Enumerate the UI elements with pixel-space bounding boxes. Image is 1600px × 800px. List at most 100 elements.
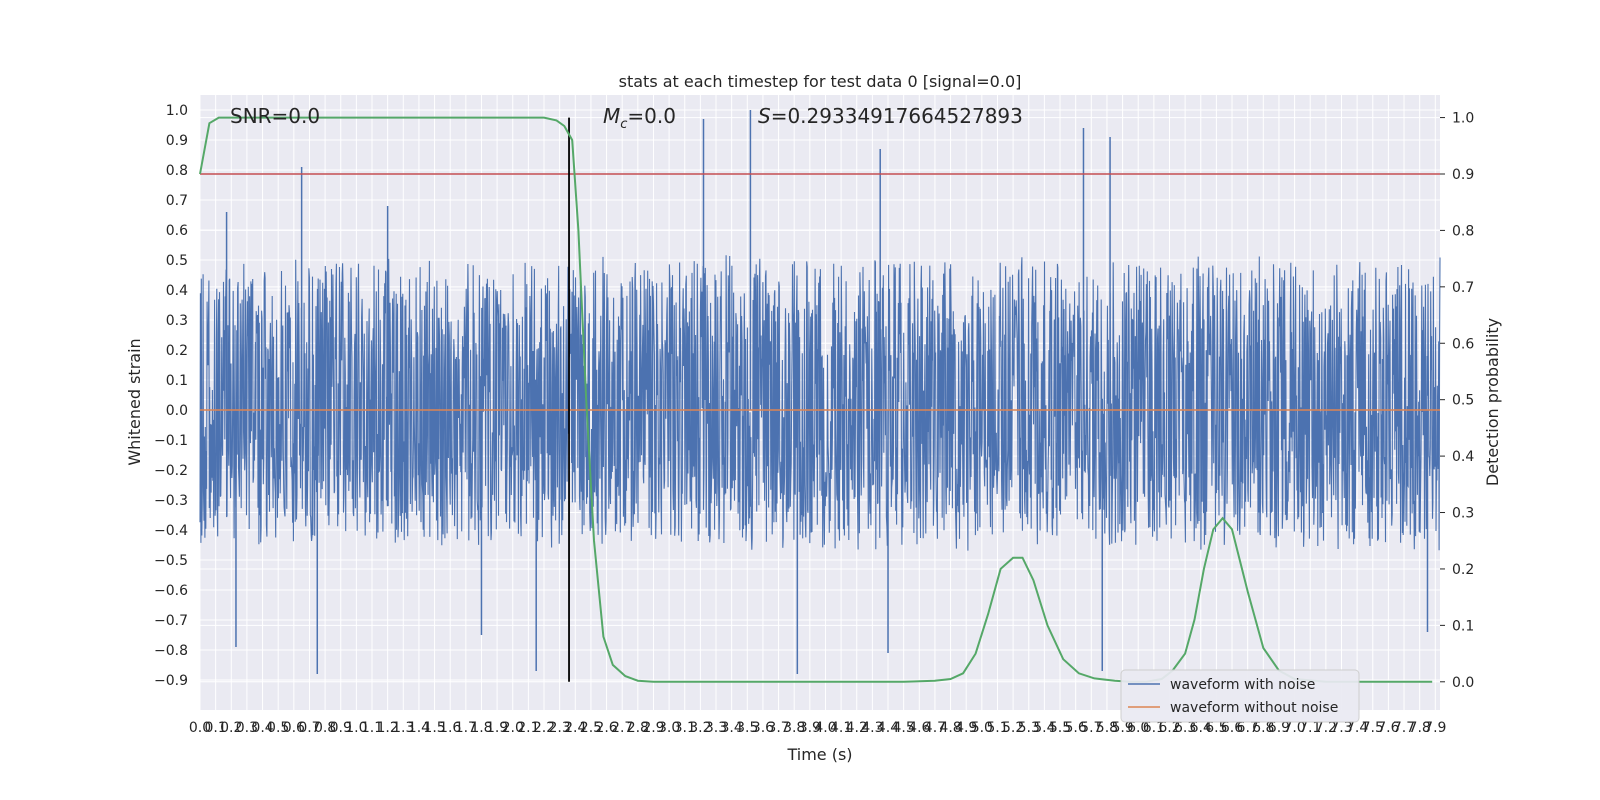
x-tick-label: 3.2	[689, 720, 711, 736]
y2-tick-label: 0.2	[1452, 562, 1474, 578]
y2-tick-label: 0.9	[1452, 167, 1474, 183]
x-tick-label: 6.9	[1268, 720, 1290, 736]
x-tick-label: 0.8	[314, 720, 336, 736]
y2-tick-label: 0.3	[1452, 506, 1474, 522]
x-tick-label: 7.9	[1424, 720, 1446, 736]
x-tick-label: 1.1	[361, 720, 383, 736]
y-axis-label: Whitened strain	[125, 338, 144, 465]
x-tick-label: 4.6	[908, 720, 930, 736]
legend-label-without-noise: waveform without noise	[1170, 700, 1338, 716]
x-tick-label: 0.5	[267, 720, 289, 736]
x-tick-label: 4.7	[924, 720, 946, 736]
detection-probability-line	[199, 116, 1433, 683]
legend-box	[1120, 669, 1360, 723]
x-tick-label: 2.7	[611, 720, 633, 736]
x-tick-label: 3.8	[783, 720, 805, 736]
x-tick-label: 5.8	[1096, 720, 1118, 736]
x-tick-label: 5.1	[986, 720, 1008, 736]
x-tick-label: 7.4	[1346, 720, 1368, 736]
x-tick-label: 1.0	[345, 720, 367, 736]
y-tick-label: 1.0	[166, 103, 188, 119]
snr-annotation: SNR=0.0	[230, 104, 320, 128]
x-tick-label: 2.6	[595, 720, 617, 736]
x-tick-label: 7.1	[1299, 720, 1321, 736]
x-tick-label: 7.8	[1409, 720, 1431, 736]
series-waveform-with-noise	[199, 110, 1441, 674]
x-tick-label: 2.8	[627, 720, 649, 736]
x-tick-label: 1.2	[377, 720, 399, 736]
x-tick-label: 0.2	[220, 720, 242, 736]
x-tick-label: 1.6	[439, 720, 461, 736]
x-tick-label: 6.4	[1190, 720, 1212, 736]
x-tick-label: 3.6	[752, 720, 774, 736]
y-tick-label: 0.1	[166, 373, 188, 389]
legend-label-with-noise: waveform with noise	[1170, 677, 1315, 693]
y2-tick-label: 0.5	[1452, 393, 1474, 409]
overlays	[199, 116, 1440, 683]
y2-tick-label: 0.0	[1452, 675, 1474, 691]
y-tick-label: 0.8	[166, 163, 188, 179]
y-tick-label: 0.5	[166, 253, 188, 269]
y-tick-label: −0.5	[154, 553, 188, 569]
x-tick-label: 4.8	[939, 720, 961, 736]
y-tick-label: 0.4	[166, 283, 188, 299]
x-tick-label: 5.9	[1111, 720, 1133, 736]
x-tick-label: 5.7	[1080, 720, 1102, 736]
y-tick-label: −0.2	[154, 463, 188, 479]
s-value: =0.29334917664527893	[771, 104, 1023, 128]
x-tick-label: 3.7	[767, 720, 789, 736]
x-tick-label: 6.2	[1158, 720, 1180, 736]
x-tick-label: 6.7	[1237, 720, 1259, 736]
x-tick-label: 4.2	[846, 720, 868, 736]
x-tick-label: 0.0	[189, 720, 211, 736]
x-tick-label: 7.7	[1393, 720, 1415, 736]
x-tick-label: 0.9	[330, 720, 352, 736]
y2-tick-label: 0.1	[1452, 618, 1474, 634]
x-tick-label: 0.3	[236, 720, 258, 736]
x-tick-label: 6.6	[1221, 720, 1243, 736]
y2-tick-label: 1.0	[1452, 111, 1474, 127]
x-tick-label: 7.0	[1283, 720, 1305, 736]
y-tick-label: −0.8	[154, 643, 188, 659]
x-tick-label: 2.9	[642, 720, 664, 736]
x-tick-label: 7.2	[1315, 720, 1337, 736]
x-tick-label: 4.5	[893, 720, 915, 736]
x-tick-label: 1.8	[470, 720, 492, 736]
y2-tick-label: 0.4	[1452, 449, 1474, 465]
x-tick-label: 2.3	[549, 720, 571, 736]
legend: waveform with noise waveform without noi…	[1120, 669, 1360, 723]
x-tick-label: 3.3	[705, 720, 727, 736]
x-tick-label: 1.5	[423, 720, 445, 736]
chart-title: stats at each timestep for test data 0 […	[619, 72, 1022, 91]
x-tick-label: 3.0	[658, 720, 680, 736]
x-tick-label: 6.8	[1252, 720, 1274, 736]
x-tick-label: 1.3	[392, 720, 414, 736]
y-tick-label: −0.3	[154, 493, 188, 509]
x-tick-label: 5.5	[1049, 720, 1071, 736]
y-tick-label: 0.7	[166, 193, 188, 209]
axes: 0.00.10.20.30.40.50.60.70.80.91.01.11.21…	[154, 103, 1474, 736]
x-tick-label: 3.5	[736, 720, 758, 736]
x-tick-label: 6.1	[1143, 720, 1165, 736]
chirp-mass-value: =0.0	[627, 104, 676, 128]
y-tick-label: −0.4	[154, 523, 188, 539]
x-tick-label: 3.1	[674, 720, 696, 736]
x-tick-label: 1.4	[408, 720, 430, 736]
x-tick-label: 1.9	[486, 720, 508, 736]
x-tick-label: 7.6	[1377, 720, 1399, 736]
x-axis-label: Time (s)	[786, 745, 852, 764]
y-tick-label: −0.6	[154, 583, 188, 599]
x-tick-label: 4.3	[861, 720, 883, 736]
chirp-mass-annotation: Mc=0.0	[603, 104, 676, 132]
x-tick-label: 2.0	[502, 720, 524, 736]
x-tick-label: 6.0	[1127, 720, 1149, 736]
y-tick-label: −0.1	[154, 433, 188, 449]
x-tick-label: 3.9	[799, 720, 821, 736]
x-tick-label: 2.4	[564, 720, 586, 736]
y-tick-label: 0.9	[166, 133, 188, 149]
y-tick-label: 0.6	[166, 223, 188, 239]
y2-tick-label: 0.8	[1452, 223, 1474, 239]
x-tick-label: 7.5	[1362, 720, 1384, 736]
waveform-with-noise-line	[199, 255, 1441, 551]
